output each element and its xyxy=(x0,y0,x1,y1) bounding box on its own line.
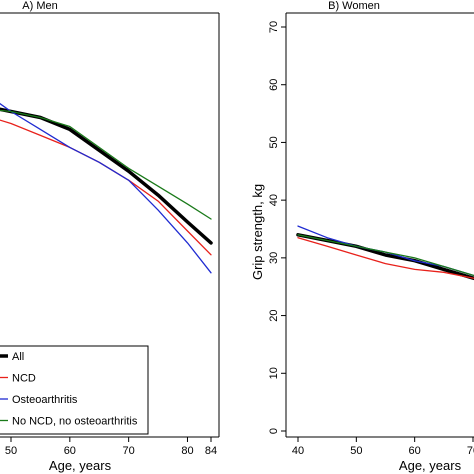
panel-a-x-tick-label: 50 xyxy=(5,445,17,457)
panel-a-series-osteoarthritis xyxy=(0,102,212,274)
panel-a-plot-area xyxy=(0,12,220,438)
panel-a-legend-box xyxy=(0,345,149,435)
panel-a-x-tick-label: 60 xyxy=(64,445,76,457)
panel-b-y-tick-label: 60 xyxy=(268,79,280,91)
panel-a-legend-label-all: All xyxy=(12,351,24,363)
panel-a-legend: All NCD Osteoarthritis No NCD, no osteoarth… xyxy=(0,345,149,435)
panel-b-series-ncd xyxy=(297,237,474,280)
panel-b-title: B) Women xyxy=(328,0,380,12)
panel-b-series-no-ncd-no-osteoarthritis xyxy=(297,234,474,277)
panel-a-x-tick-label: 80 xyxy=(181,445,193,457)
panel-b-x-tick-label: 40 xyxy=(292,445,304,457)
panel-a-x-tick-label: 70 xyxy=(123,445,135,457)
panel-b-y-tick-label: 20 xyxy=(268,309,280,321)
panel-a-legend-label-no-ncd-no-osteoarthritis: No NCD, no osteoarthritis xyxy=(12,416,138,428)
panel-b-y-tick-label: 50 xyxy=(268,136,280,148)
panel-b-plot-area xyxy=(285,12,474,438)
panel-a-x-tick-label: 84 xyxy=(205,445,217,457)
panel-a-legend-label-ncd: NCD xyxy=(12,373,36,385)
panel-b-x-tick-label: 60 xyxy=(409,445,421,457)
panel-b-y-tick-label: 40 xyxy=(268,194,280,206)
panel-b-y-tick-label: 30 xyxy=(268,252,280,264)
panel-b-x-tick-label: 50 xyxy=(350,445,362,457)
panel-b-series-all xyxy=(296,233,474,281)
panel-b-x-axis-label: Age, years xyxy=(399,458,462,473)
panel-b-x-tick-label: 70 xyxy=(467,445,474,457)
panel-a-legend-label-osteoarthritis: Osteoarthritis xyxy=(12,394,78,406)
panel-b-ticks: 0 10 20 30 40 50 60 70 40 50 60 70 xyxy=(268,21,474,457)
panel-b-y-tick-label: 0 xyxy=(268,428,280,434)
panel-a-x-axis-label: Age, years xyxy=(49,458,112,473)
panel-a-x-ticks: 50 60 70 80 84 xyxy=(5,437,217,457)
panel-a-title: A) Men xyxy=(22,0,57,12)
panel-b-y-tick-label: 10 xyxy=(268,367,280,379)
panel-a-series-no-ncd-no-osteoarthritis xyxy=(0,109,212,220)
panel-b-y-axis-label: Grip strength, kg xyxy=(250,184,265,280)
panel-b-y-tick-label: 70 xyxy=(268,21,280,33)
